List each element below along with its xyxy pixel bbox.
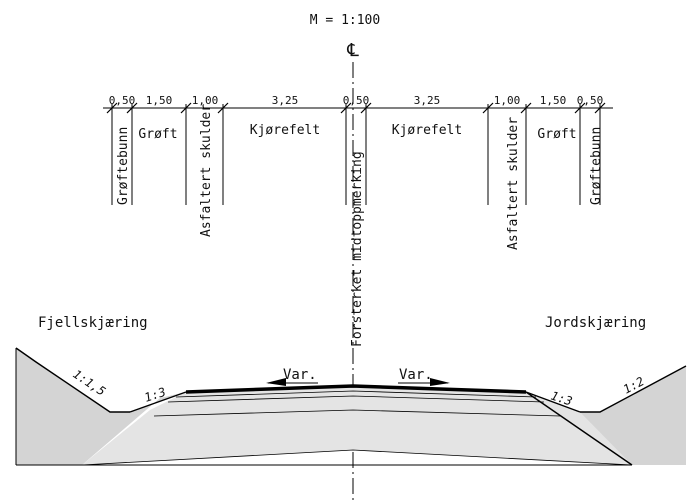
width-r-shoulder: 1,00 (494, 94, 521, 107)
label-l-ditch-bottom: Grøftebunn (116, 127, 131, 205)
width-r-ditch-bottom: 0,50 (577, 94, 604, 107)
crossfall-left-arrowhead (266, 378, 286, 386)
label-r-ditch-bottom: Grøftebunn (589, 127, 604, 205)
label-r-ditch: Grøft (537, 127, 576, 142)
width-l-lane: 3,25 (272, 94, 299, 107)
label-l-shoulder: Asfaltert skulder (199, 104, 214, 237)
crossfall-right-label: Var. (399, 367, 433, 383)
width-l-ditch-bottom: 0,50 (109, 94, 136, 107)
slope-left-inner: 1:3 (143, 385, 168, 405)
centerline-symbol: ℄ (346, 40, 359, 61)
crossfall-right-arrowhead (430, 378, 450, 386)
label-r-shoulder: Asfaltert skulder (506, 117, 521, 250)
crossfall-left-label: Var. (283, 367, 317, 383)
label-r-lane: Kjørefelt (392, 123, 462, 138)
label-right-side: Jordskjæring (545, 315, 646, 331)
width-l-ditch: 1,50 (146, 94, 173, 107)
scale-label: M = 1:100 (310, 13, 380, 28)
label-l-lane: Kjørefelt (250, 123, 320, 138)
width-center-marking: 0,50 (343, 94, 370, 107)
width-r-ditch: 1,50 (540, 94, 567, 107)
width-r-lane: 3,25 (414, 94, 441, 107)
label-left-side: Fjellskjæring (38, 315, 148, 331)
label-center-marking: Forsterket midtoppmerking (350, 151, 365, 347)
label-l-ditch: Grøft (138, 127, 177, 142)
